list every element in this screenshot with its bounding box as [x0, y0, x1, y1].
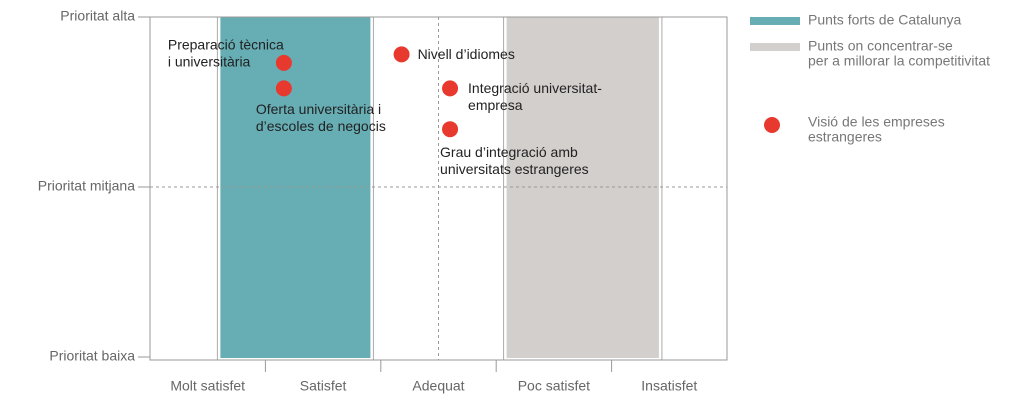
point-label: d’escoles de negocis — [256, 118, 386, 134]
point-label: Preparació tècnica — [168, 37, 284, 53]
y-tick-label: Prioritat mitjana — [38, 178, 135, 194]
legend-label: Visió de les empreses — [808, 114, 945, 130]
legend-swatch — [750, 17, 800, 25]
point — [442, 121, 459, 138]
x-tick-label: Satisfet — [300, 378, 347, 394]
legend-label: Punts on concentrar-se — [808, 38, 953, 54]
x-tick-label: Insatisfet — [641, 378, 697, 394]
point-label: Integració universitat- — [468, 80, 602, 96]
point-label: empresa — [468, 97, 523, 113]
point — [275, 54, 292, 71]
legend-swatch — [750, 43, 800, 51]
point-label: universitats estrangeres — [440, 161, 589, 177]
point — [275, 80, 292, 97]
point-label: Nivell d’idiomes — [418, 46, 515, 62]
x-tick-label: Adequat — [412, 378, 464, 394]
x-tick-label: Molt satisfet — [170, 378, 245, 394]
y-tick-label: Prioritat alta — [60, 8, 135, 24]
legend-label: Punts forts de Catalunya — [808, 12, 962, 28]
point-label: Oferta universitària i — [256, 101, 381, 117]
point-label: Grau d’integració amb — [440, 144, 578, 160]
legend-label: per a millorar la competitivitat — [808, 53, 990, 69]
legend-marker — [764, 117, 780, 133]
point-label: i universitària — [168, 54, 251, 70]
legend-label: estrangeres — [808, 129, 882, 145]
y-tick-label: Prioritat baixa — [49, 348, 135, 364]
point — [393, 46, 410, 63]
point — [442, 80, 459, 97]
x-tick-label: Poc satisfet — [518, 378, 590, 394]
